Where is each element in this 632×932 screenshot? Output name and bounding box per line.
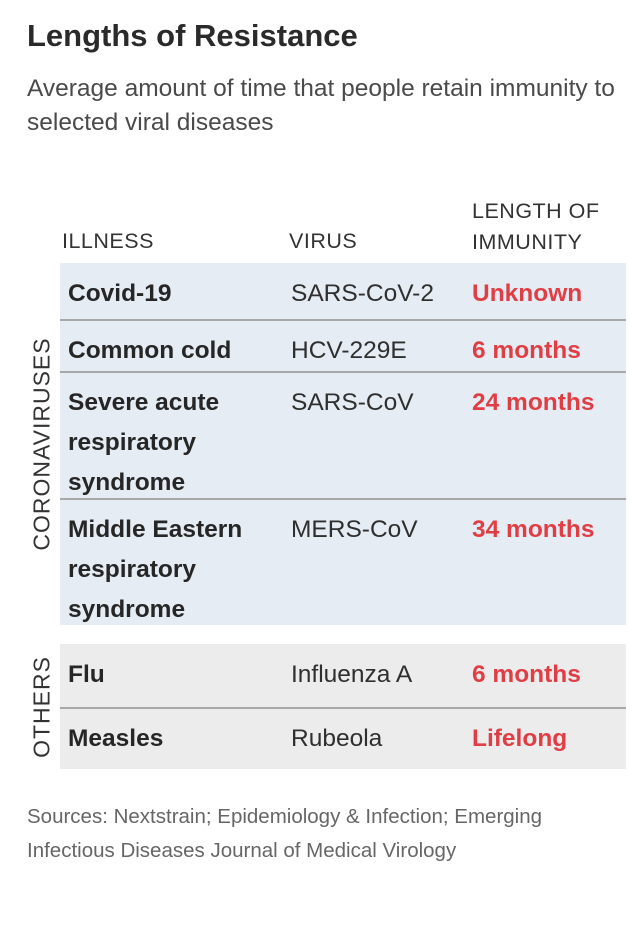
chart-subtitle: Average amount of time that people retai… — [27, 75, 615, 136]
group-label: CORONAVIRUSES — [28, 337, 55, 551]
illness-cell: Measles — [68, 725, 164, 752]
immunity-length-cell: 24 months — [472, 389, 595, 416]
virus-cell: Influenza A — [291, 661, 413, 688]
immunity-length-cell: Lifelong — [472, 725, 568, 752]
illness-cell: Covid-19 — [68, 280, 172, 307]
immunity-length-cell: Unknown — [472, 280, 583, 307]
illness-cell: Flu — [68, 661, 105, 688]
row-divider — [60, 319, 626, 321]
virus-cell: HCV-229E — [291, 337, 407, 364]
row-divider — [60, 498, 626, 500]
illness-cell: Common cold — [68, 337, 232, 364]
illness-cell: Severe acute respiratory syndrome — [68, 389, 220, 496]
group-background — [60, 263, 626, 625]
column-header-length: LENGTH OF IMMUNITY — [472, 199, 600, 254]
illness-cell: Middle Eastern respiratory syndrome — [68, 516, 243, 623]
immunity-length-cell: 6 months — [472, 337, 581, 364]
chart-title: Lengths of Resistance — [27, 18, 358, 53]
column-header-illness: ILLNESS — [62, 229, 154, 253]
sources-note: Sources: Nextstrain; Epidemiology & Infe… — [27, 805, 543, 862]
virus-cell: SARS-CoV — [291, 389, 414, 416]
immunity-length-cell: 6 months — [472, 661, 581, 688]
virus-cell: Rubeola — [291, 725, 383, 752]
virus-cell: MERS-CoV — [291, 516, 418, 543]
group-label: OTHERS — [28, 655, 55, 758]
row-divider — [60, 707, 626, 709]
virus-cell: SARS-CoV-2 — [291, 280, 434, 307]
immunity-length-cell: 34 months — [472, 516, 595, 543]
group-background — [60, 644, 626, 769]
column-header-virus: VIRUS — [289, 229, 358, 253]
row-divider — [60, 371, 626, 373]
